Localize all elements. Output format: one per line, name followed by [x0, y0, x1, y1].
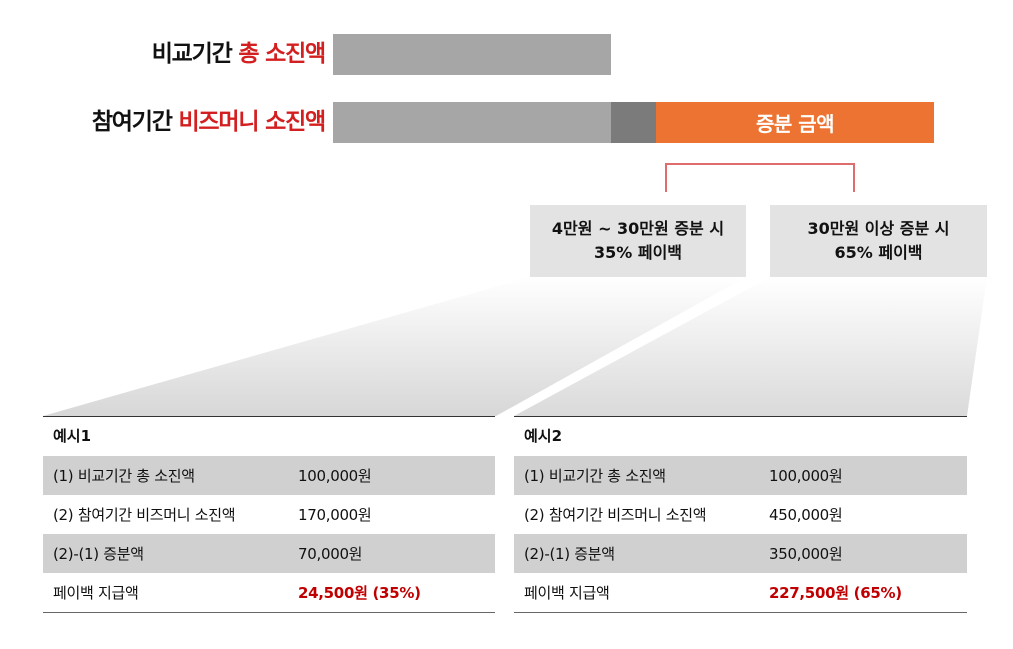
- tier-65-line1: 30만원 이상 증분 시: [807, 219, 950, 238]
- table-row: (2) 참여기간 비즈머니 소진액 450,000원: [514, 495, 967, 534]
- row-label: (2) 참여기간 비즈머니 소진액: [53, 506, 236, 524]
- table-row: (2) 참여기간 비즈머니 소진액 170,000원: [43, 495, 495, 534]
- tier-box-65: 30만원 이상 증분 시 65% 페이백: [770, 205, 987, 277]
- example-2-table: 예시2 (1) 비교기간 총 소진액 100,000원 (2) 참여기간 비즈머…: [514, 416, 967, 613]
- bracket-left-leg: [665, 163, 667, 192]
- tier-35-line2: 35% 페이백: [593, 243, 683, 262]
- payback-amount-value: 24,500원 (35%): [298, 584, 421, 602]
- comparison-label-highlight: 총 소진액: [238, 41, 326, 67]
- comparison-spend-bar: [333, 34, 611, 75]
- table-row: 페이백 지급액 24,500원 (35%): [43, 573, 495, 613]
- row-label: 페이백 지급액: [524, 584, 610, 602]
- funnel-left: [43, 277, 746, 416]
- row-value: 170,000원: [298, 506, 372, 524]
- row-label: 페이백 지급액: [53, 584, 139, 602]
- participation-label-highlight: 비즈머니 소진액: [178, 109, 326, 135]
- payback-amount-value: 227,500원 (65%): [769, 584, 902, 602]
- tier-65-line2: 65% 페이백: [834, 243, 923, 262]
- comparison-row-label: 비교기간 총 소진액: [151, 36, 327, 72]
- tier-box-35: 4만원 ~ 30만원 증분 시 35% 페이백: [530, 205, 746, 277]
- increase-amount-bar: 증분 금액: [656, 102, 934, 143]
- participation-base-bar: [333, 102, 611, 143]
- row-label: (1) 비교기간 총 소진액: [524, 467, 666, 485]
- participation-row-label: 참여기간 비즈머니 소진액: [91, 104, 326, 140]
- example-1-table: 예시1 (1) 비교기간 총 소진액 100,000원 (2) 참여기간 비즈머…: [43, 416, 495, 613]
- row-label: (1) 비교기간 총 소진액: [53, 467, 195, 485]
- table-row: (2)-(1) 증분액 350,000원: [514, 534, 967, 573]
- table-row: (1) 비교기간 총 소진액 100,000원: [43, 456, 495, 495]
- funnel-right: [514, 277, 987, 416]
- participation-label-plain: 참여기간: [91, 109, 173, 135]
- example-1-title: 예시1: [43, 416, 495, 456]
- table-row: (1) 비교기간 총 소진액 100,000원: [514, 456, 967, 495]
- row-value: 100,000원: [298, 467, 372, 485]
- comparison-label-plain: 비교기간: [151, 41, 233, 67]
- table-row: (2)-(1) 증분액 70,000원: [43, 534, 495, 573]
- row-value: 100,000원: [769, 467, 843, 485]
- table-row: 페이백 지급액 227,500원 (65%): [514, 573, 967, 613]
- bracket-top: [665, 163, 855, 165]
- row-value: 70,000원: [298, 545, 363, 563]
- increase-amount-label: 증분 금액: [755, 112, 835, 136]
- bracket-right-leg: [853, 163, 855, 192]
- row-label: (2)-(1) 증분액: [524, 545, 615, 563]
- participation-threshold-bar: [611, 102, 656, 143]
- row-label: (2)-(1) 증분액: [53, 545, 144, 563]
- row-value: 450,000원: [769, 506, 843, 524]
- tier-35-line1: 4만원 ~ 30만원 증분 시: [551, 219, 725, 238]
- example-2-title: 예시2: [514, 416, 967, 456]
- row-label: (2) 참여기간 비즈머니 소진액: [524, 506, 707, 524]
- row-value: 350,000원: [769, 545, 843, 563]
